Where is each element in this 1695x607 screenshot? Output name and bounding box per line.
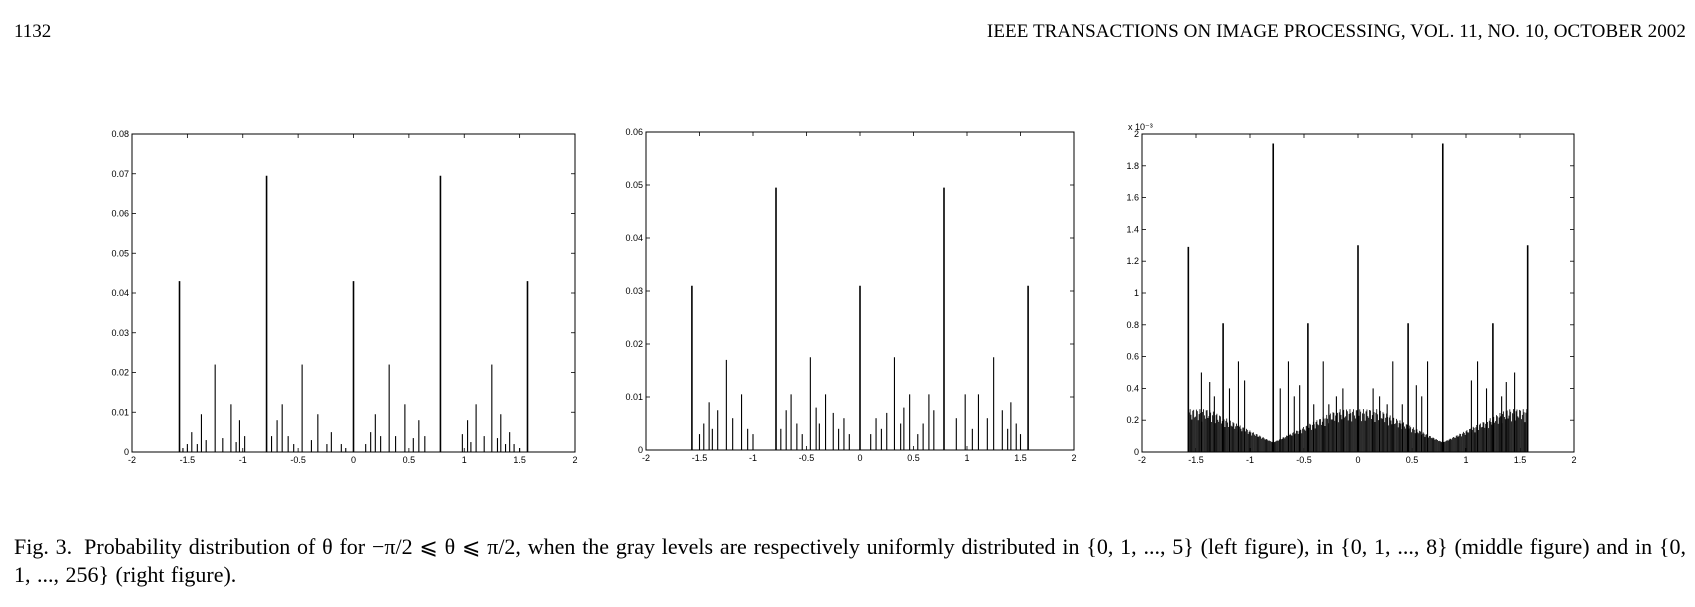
x-tick-label: 0 [351, 455, 356, 465]
y-tick-label: 0.08 [111, 129, 129, 139]
x-tick-label: 2 [1071, 453, 1076, 463]
x-tick-label: -2 [128, 455, 136, 465]
y-tick-label: 0 [638, 445, 643, 455]
x-tick-label: 0.5 [1406, 455, 1419, 465]
x-tick-label: -2 [642, 453, 650, 463]
figure-3: -2 -1.5 -1 -0.5 0 0.5 1 1.5 2 0 0.01 0.02 0.03 0.04 0.… [0, 118, 1695, 498]
x-tick-label: -1.5 [692, 453, 708, 463]
x-tick-label: 1.5 [513, 455, 526, 465]
caption-text: Probability distribution of θ for −π/2 ⩽… [14, 534, 1686, 587]
x-tick-label: -0.5 [799, 453, 815, 463]
figure-caption: Fig. 3. Probability distribution of θ for… [14, 533, 1686, 589]
plot-middle-gray-levels-0-8: -2 -1.5 -1 -0.5 0 0.5 1 1.5 2 0 0.01 0.02 0.03 0.04 0.… [625, 127, 1076, 463]
x-tick-label: 0 [1355, 455, 1360, 465]
x-tick-label: 2 [1571, 455, 1576, 465]
y-tick-label: 0.06 [625, 127, 643, 137]
y-tick-label: 0.03 [625, 286, 643, 296]
x-tick-label: 2 [572, 455, 577, 465]
x-tick-label: -1 [239, 455, 247, 465]
x-tick-label: 1.5 [1014, 453, 1027, 463]
y-tick-label: 0.6 [1126, 352, 1139, 362]
y-tick-label: 0 [124, 447, 129, 457]
y-tick-label: 2 [1134, 129, 1139, 139]
y-tick-label: 1 [1134, 288, 1139, 298]
page-header: 1132 IEEE TRANSACTIONS ON IMAGE PROCESSI… [14, 20, 1686, 44]
plot-right-gray-levels-0-256: -2 -1.5 -1 -0.5 0 0.5 1 1.5 2 0 0.2 0.4 0.6 0.8 1 1.2 1.… [1126, 122, 1576, 465]
y-tick-label: 0 [1134, 447, 1139, 457]
x-tick-label: 0.5 [907, 453, 920, 463]
y-tick-label: 0.06 [111, 209, 129, 219]
x-tick-label: 0 [857, 453, 862, 463]
page-number: 1132 [14, 21, 52, 42]
y-tick-label: 0.07 [111, 169, 129, 179]
x-tick-label: -0.5 [1296, 455, 1312, 465]
y-tick-label: 1.4 [1126, 224, 1139, 234]
y-tick-label: 0.02 [625, 339, 643, 349]
y-tick-label: 0.05 [625, 180, 643, 190]
y-tick-label: 0.04 [625, 233, 643, 243]
y-tick-label: 0.04 [111, 288, 129, 298]
x-tick-label: 1 [1463, 455, 1468, 465]
x-tick-label: -2 [1138, 455, 1146, 465]
y-tick-label: 1.6 [1126, 193, 1139, 203]
y-tick-label: 0.05 [111, 248, 129, 258]
x-tick-label: -1.5 [1188, 455, 1204, 465]
journal-running-head: IEEE TRANSACTIONS ON IMAGE PROCESSING, V… [986, 21, 1686, 42]
y-tick-label: 0.02 [111, 368, 129, 378]
x-tick-label: 1.5 [1514, 455, 1527, 465]
y-tick-label: 0.8 [1126, 320, 1139, 330]
x-tick-label: -1 [749, 453, 757, 463]
x-tick-label: 0.5 [403, 455, 416, 465]
y-tick-label: 0.2 [1126, 415, 1139, 425]
x-tick-label: 1 [462, 455, 467, 465]
x-tick-label: -1 [1246, 455, 1254, 465]
y-tick-label: 0.01 [625, 392, 643, 402]
y-tick-label: 0.4 [1126, 383, 1139, 393]
y-tick-label: 1.8 [1126, 161, 1139, 171]
plot-left-gray-levels-0-5: -2 -1.5 -1 -0.5 0 0.5 1 1.5 2 0 0.01 0.02 0.03 0.04 0.… [111, 129, 577, 465]
x-tick-label: 1 [964, 453, 969, 463]
y-tick-label: 0.01 [111, 407, 129, 417]
y-tick-label: 1.2 [1126, 256, 1139, 266]
y-tick-label: 0.03 [111, 328, 129, 338]
y-scale-label: x 10⁻³ [1128, 122, 1153, 132]
x-tick-label: -0.5 [290, 455, 306, 465]
x-tick-label: -1.5 [180, 455, 196, 465]
figure-label: Fig. 3. [14, 534, 73, 559]
